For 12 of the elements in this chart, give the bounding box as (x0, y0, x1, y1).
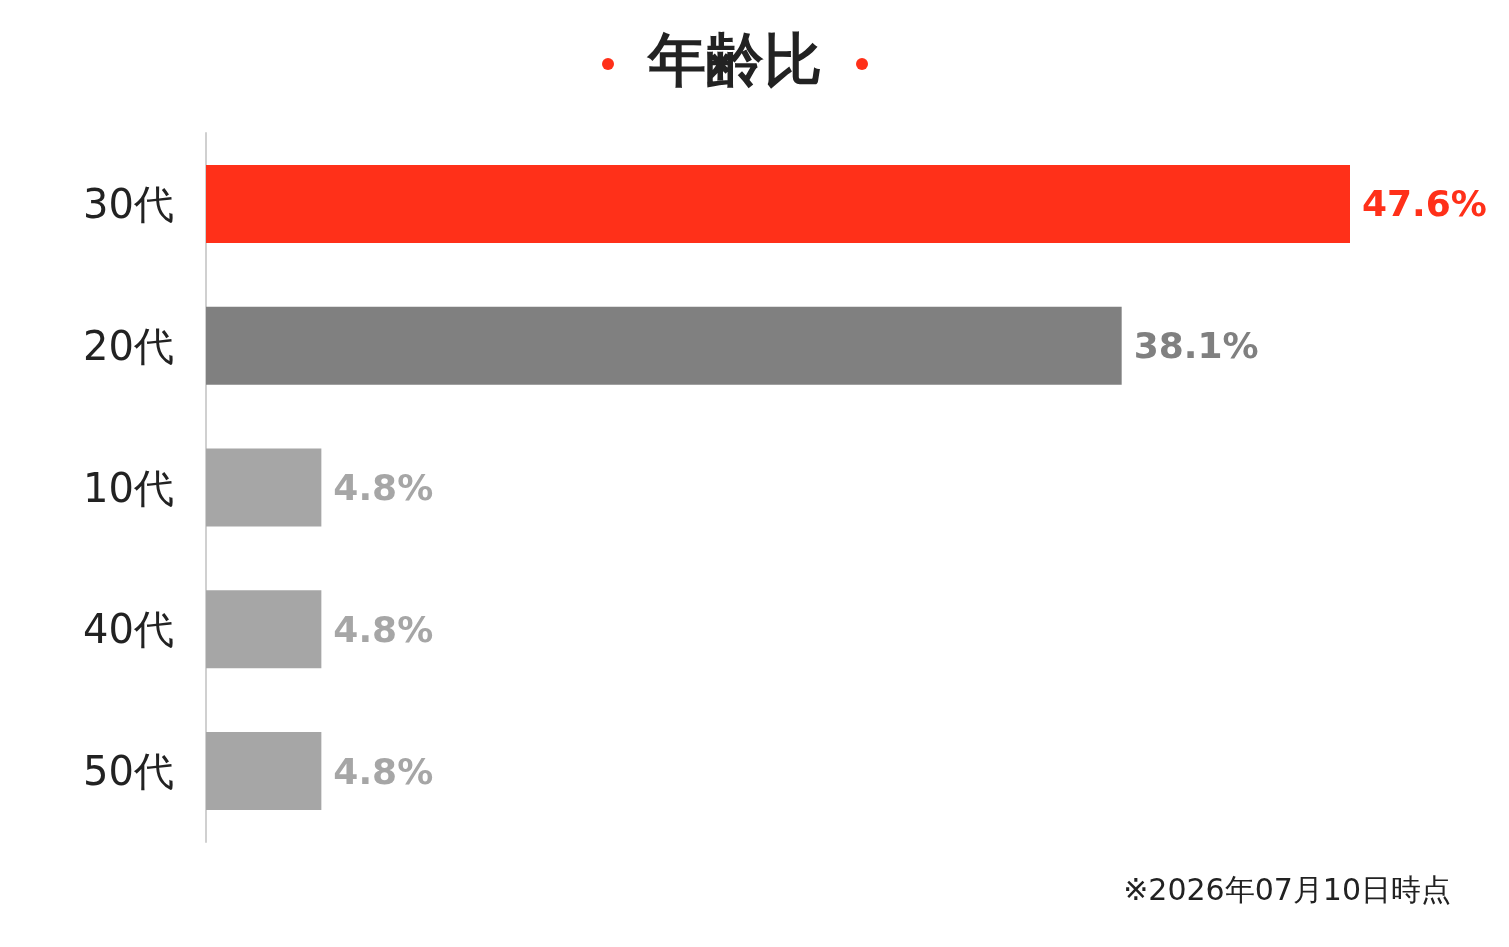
text: ※2026年07月10日時点 (1123, 871, 1451, 909)
data-label: 4.8% (333, 467, 434, 508)
data-label: 47.6% (1362, 183, 1487, 225)
chart-title: 年齢比 (647, 26, 822, 94)
y-tick-label: 10代 (83, 464, 174, 511)
y-tick-label: 50代 (83, 748, 174, 795)
y-tick-label: 20代 (83, 322, 174, 369)
data-label: 38.1% (1133, 325, 1259, 367)
data-label: 4.8% (333, 608, 434, 650)
y-tick-label: 40代 (83, 606, 174, 653)
data-label: 4.8% (333, 750, 434, 792)
y-tick-label: 30代 (83, 180, 174, 227)
